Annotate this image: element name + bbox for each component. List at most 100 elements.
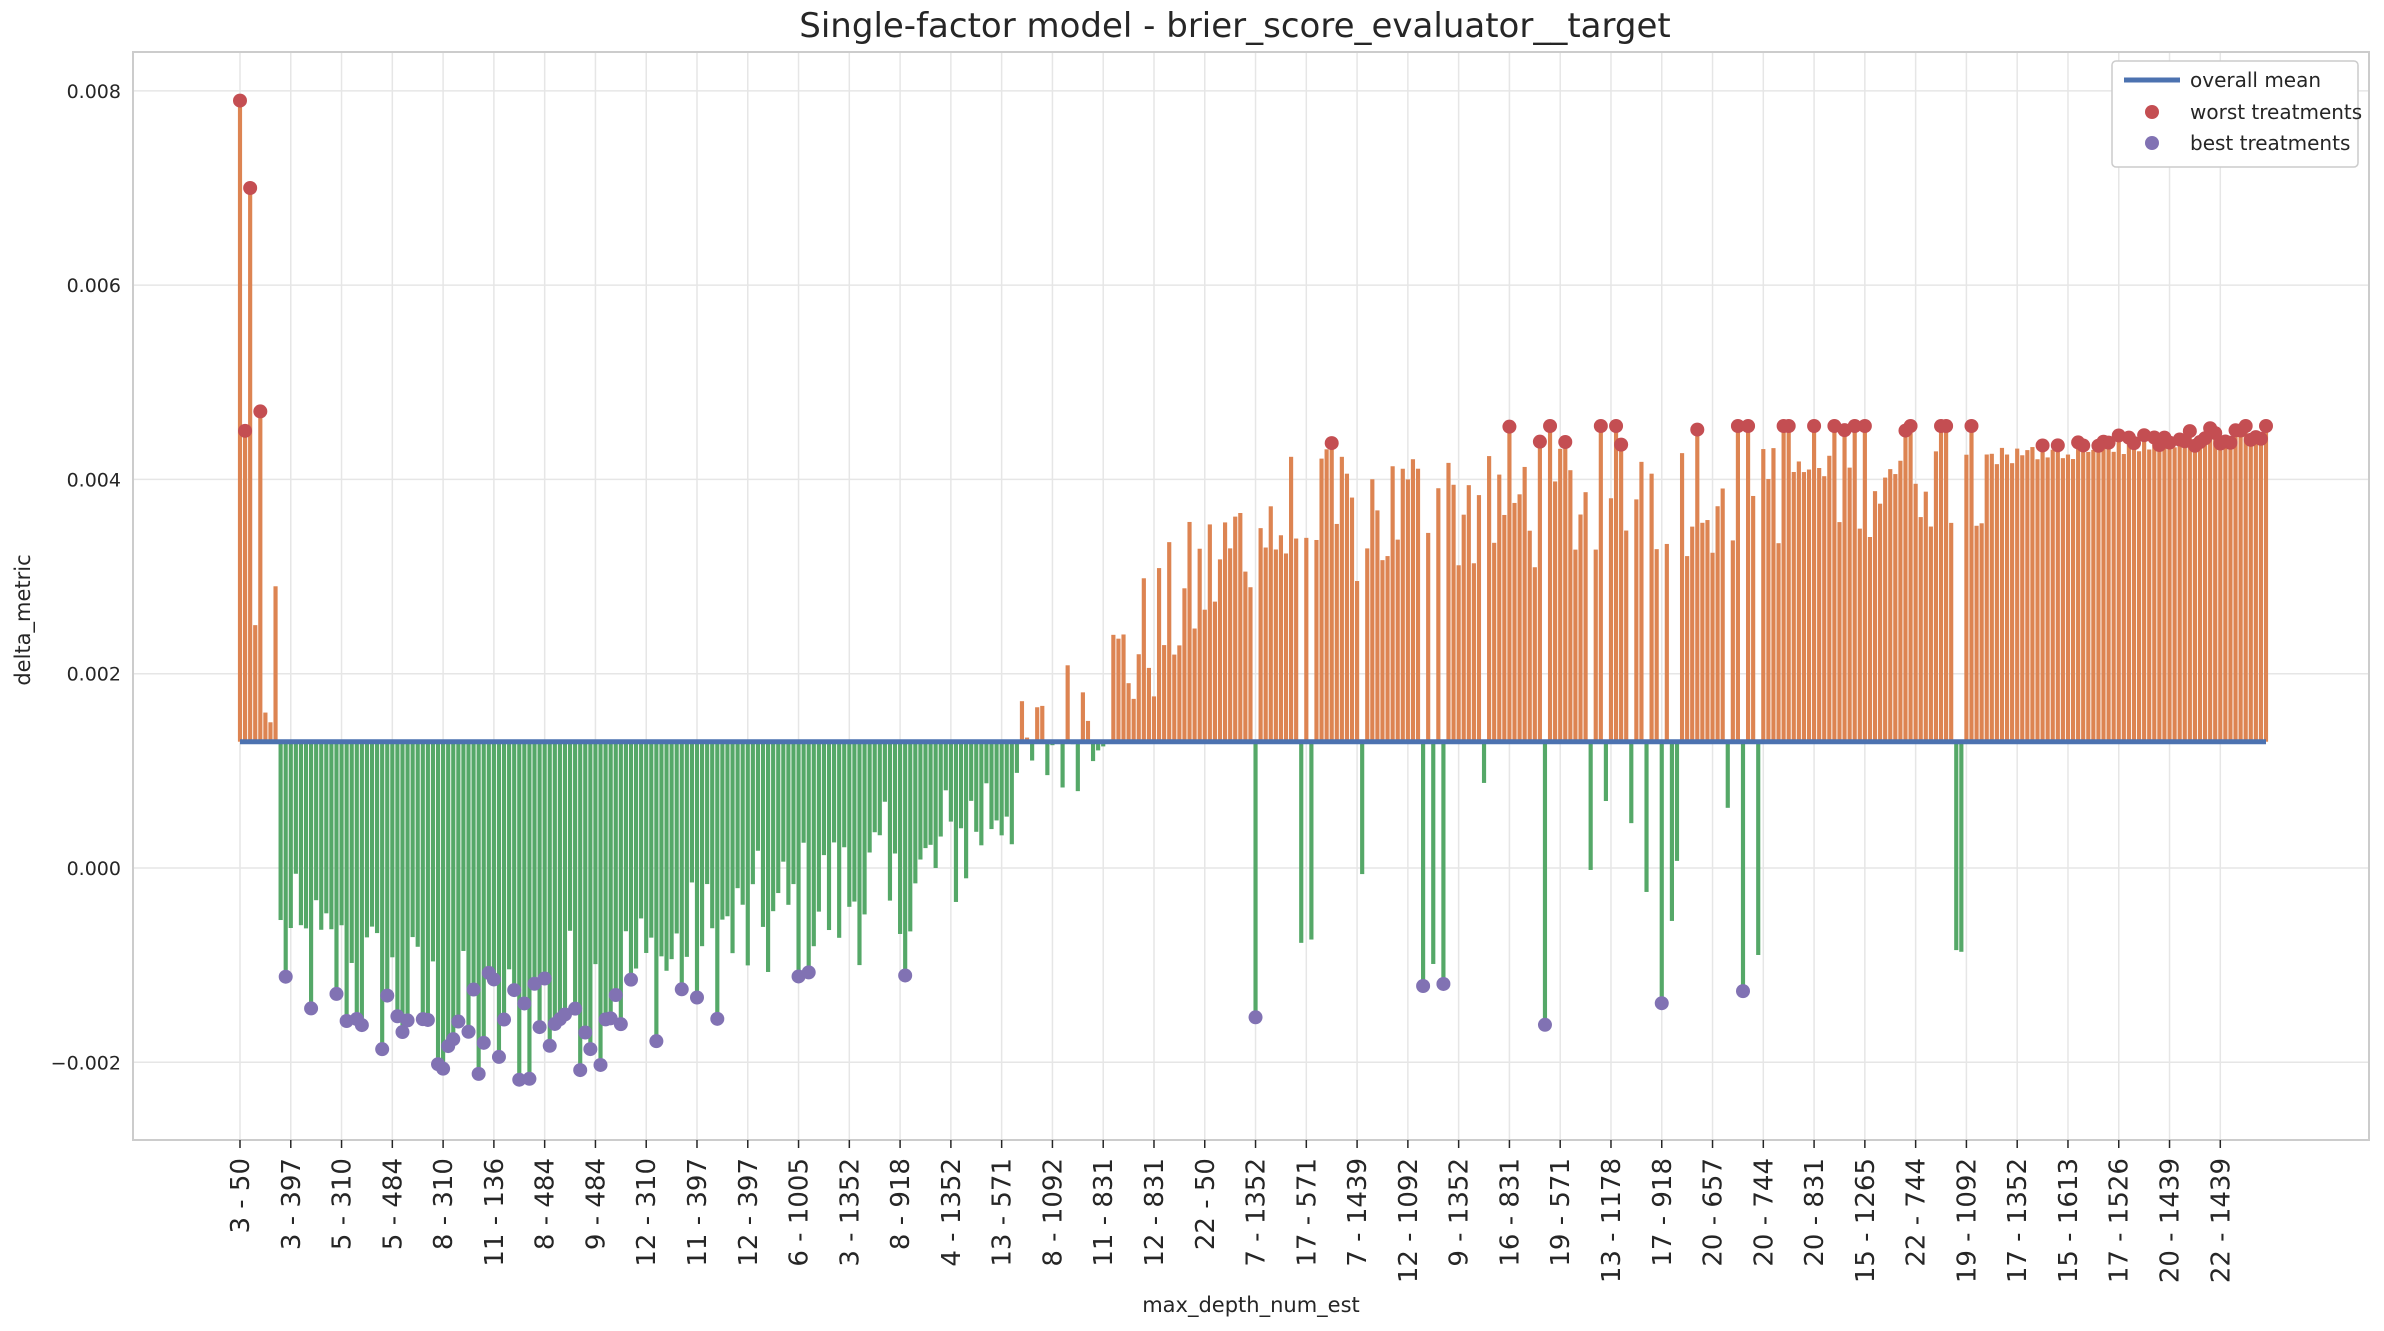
bar	[237, 100, 243, 742]
best-treatment-point	[491, 1049, 506, 1064]
best-treatment-point	[451, 1014, 466, 1029]
legend-overall-mean: overall mean	[2190, 68, 2321, 92]
bar	[1761, 449, 1766, 742]
x-tick-label: 15 - 1265	[1851, 1158, 1881, 1283]
bar	[547, 741, 552, 1046]
bar	[471, 741, 476, 990]
x-tick-label: 20 - 831	[1800, 1158, 1830, 1267]
bar	[776, 741, 781, 894]
bar	[2131, 443, 2137, 742]
bar	[1558, 448, 1563, 742]
bar	[1253, 741, 1258, 1018]
bar	[953, 741, 959, 902]
best-treatment-point	[395, 1025, 410, 1040]
bar	[613, 741, 618, 996]
bar	[2126, 437, 2131, 742]
bar	[1476, 495, 1482, 742]
bar	[644, 741, 649, 953]
bar	[1822, 476, 1827, 742]
bar	[1421, 741, 1426, 986]
bar	[2167, 442, 2172, 742]
x-tick-label: 11 - 136	[480, 1158, 510, 1267]
bar	[1634, 499, 1639, 742]
bar	[1136, 654, 1141, 742]
bar	[699, 741, 705, 947]
bar	[2263, 426, 2269, 742]
bar	[715, 741, 720, 1019]
bar	[1329, 443, 1334, 742]
bar	[720, 741, 725, 920]
bar	[659, 741, 664, 957]
bar	[395, 741, 400, 1017]
bar	[263, 712, 268, 742]
x-tick-label: 8 - 310	[429, 1158, 459, 1250]
y-tick-labels: −0.002 0.000 0.002 0.004 0.006 0.008	[51, 81, 121, 1074]
bar	[1238, 512, 1243, 742]
bar	[1228, 548, 1233, 742]
bar	[1009, 741, 1014, 845]
bar	[1690, 526, 1695, 742]
bar	[2096, 445, 2101, 742]
bar	[1827, 455, 1832, 742]
bar	[1197, 548, 1202, 742]
bar	[664, 741, 669, 971]
bar	[583, 741, 588, 1033]
bar	[1502, 514, 1507, 742]
bar	[1720, 488, 1725, 742]
bar	[1578, 514, 1583, 742]
bar	[1400, 468, 1405, 742]
bar	[2091, 449, 2096, 742]
bar	[1517, 494, 1522, 742]
bar	[806, 741, 811, 973]
bar	[1669, 741, 1674, 921]
bar	[314, 741, 319, 901]
bar	[694, 741, 700, 998]
best-treatment-point	[649, 1034, 664, 1049]
best-treatment-point	[1416, 978, 1431, 993]
bar	[1527, 530, 1532, 742]
bar	[1903, 430, 1908, 742]
bar	[309, 741, 314, 1009]
bar	[1603, 741, 1608, 802]
best-treatment-point	[390, 1009, 405, 1024]
x-tick-label: 22 - 50	[1191, 1158, 1221, 1250]
bar	[979, 741, 984, 846]
bar	[410, 741, 415, 938]
bar	[415, 741, 420, 947]
bar	[1415, 468, 1421, 742]
bar	[1111, 634, 1116, 742]
bar	[2040, 445, 2045, 742]
bar	[1395, 539, 1400, 742]
best-treatment-point	[623, 972, 638, 987]
bar	[567, 741, 573, 931]
bar	[2142, 435, 2147, 742]
x-tick-label: 8 - 918	[886, 1158, 916, 1250]
worst-treatment-point	[243, 181, 258, 195]
bar	[588, 741, 593, 1050]
bar	[532, 741, 537, 984]
bar	[654, 741, 659, 1042]
bar	[710, 741, 715, 929]
worst-treatment-point	[1558, 435, 1573, 450]
bar	[1344, 473, 1350, 742]
bar	[1192, 628, 1197, 742]
bar	[1019, 701, 1025, 742]
best-treatment-point	[466, 982, 481, 997]
bar	[1278, 535, 1284, 742]
bar	[1233, 516, 1238, 742]
bar	[2182, 441, 2187, 742]
plot-frame	[132, 51, 2370, 1141]
bar	[359, 741, 364, 1026]
bar	[562, 741, 568, 1015]
bar	[2035, 459, 2040, 742]
bar	[598, 741, 603, 1065]
bar	[842, 741, 847, 848]
bar	[781, 741, 786, 862]
bar	[1695, 429, 1700, 742]
bar	[303, 741, 309, 929]
best-treatment-point	[476, 1035, 491, 1050]
best-treatment-point	[532, 1020, 547, 1035]
bar	[811, 741, 816, 947]
bar	[1654, 549, 1659, 742]
bar	[273, 586, 278, 742]
